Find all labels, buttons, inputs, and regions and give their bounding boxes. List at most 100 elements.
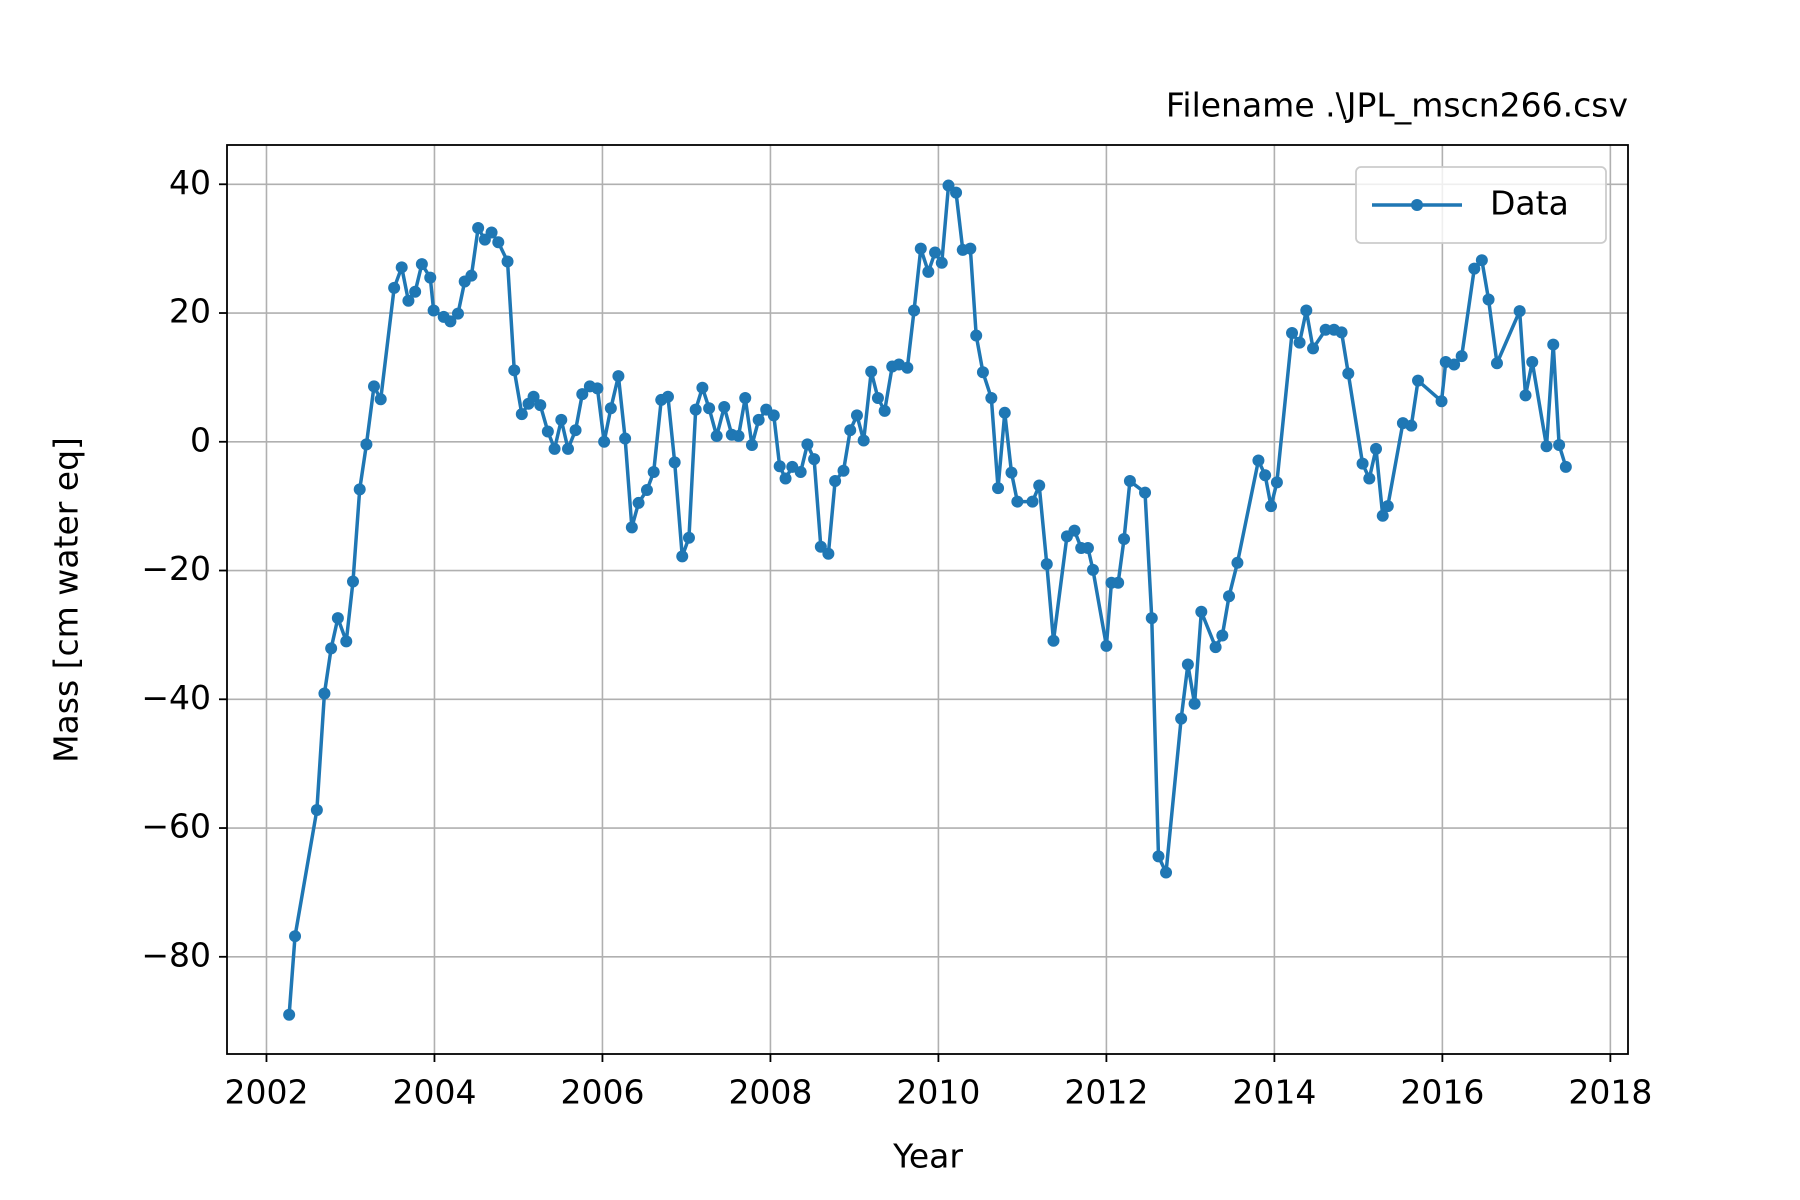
data-point: [1231, 556, 1244, 569]
data-point: [950, 186, 963, 199]
data-point: [1286, 326, 1299, 339]
x-tick-label: 2002: [224, 1073, 308, 1112]
y-tick-label: −80: [141, 935, 211, 974]
data-point: [508, 364, 521, 377]
data-point: [1033, 479, 1046, 492]
data-point: [985, 392, 998, 405]
data-point: [402, 294, 415, 307]
data-point: [1405, 419, 1418, 432]
data-point: [444, 315, 457, 328]
data-point: [325, 642, 338, 655]
data-point: [801, 438, 814, 451]
data-point: [822, 547, 835, 560]
data-point: [992, 482, 1005, 495]
data-point: [492, 236, 505, 249]
data-point: [970, 329, 983, 342]
data-point: [1011, 495, 1024, 508]
y-tick-label: 20: [169, 292, 211, 331]
data-point: [1152, 850, 1165, 863]
legend: Data: [1355, 166, 1607, 244]
data-point: [696, 381, 709, 394]
data-point: [865, 365, 878, 378]
data-point: [289, 930, 302, 943]
data-point: [1086, 563, 1099, 576]
data-point: [1195, 605, 1208, 618]
data-point: [612, 370, 625, 383]
data-point: [388, 281, 401, 294]
data-point: [1160, 866, 1173, 879]
data-point: [1307, 342, 1320, 355]
data-point: [1519, 389, 1532, 402]
data-point: [745, 438, 758, 451]
y-tick-label: −40: [141, 678, 211, 717]
data-point: [501, 255, 514, 268]
data-point: [331, 612, 344, 625]
data-point: [929, 246, 942, 259]
data-point: [1145, 612, 1158, 625]
y-tick-label: −60: [141, 807, 211, 846]
data-point: [703, 402, 716, 415]
data-point: [1468, 262, 1481, 275]
data-point: [1300, 304, 1313, 317]
legend-box: [1355, 166, 1607, 244]
data-point: [942, 179, 955, 192]
data-point: [395, 261, 408, 274]
data-point: [409, 285, 422, 298]
x-tick-label: 2010: [896, 1073, 980, 1112]
data-point: [555, 413, 568, 426]
data-point: [1376, 509, 1389, 522]
data-point: [1475, 254, 1488, 267]
data-point: [632, 496, 645, 509]
data-point: [318, 687, 331, 700]
data-point: [844, 424, 857, 437]
legend-marker: [1411, 199, 1423, 211]
legend-label: Data: [1490, 184, 1569, 223]
data-point: [710, 429, 723, 442]
data-point: [591, 382, 604, 395]
data-point: [1526, 355, 1539, 368]
data-point: [1482, 293, 1495, 306]
data-point: [814, 540, 827, 553]
x-tick-label: 2004: [392, 1073, 476, 1112]
data-point: [829, 475, 842, 488]
x-tick-label: 2018: [1568, 1073, 1652, 1112]
y-tick-label: −20: [141, 549, 211, 588]
data-point: [914, 242, 927, 255]
data-point: [1216, 629, 1229, 642]
chart-title: Filename .\JPL_mscn266.csv: [1166, 86, 1628, 125]
data-point: [1081, 541, 1094, 554]
data-point: [779, 472, 792, 485]
data-point: [1540, 440, 1553, 453]
axes-frame: [226, 144, 1629, 1055]
data-point: [427, 304, 440, 317]
data-point: [527, 390, 540, 403]
data-point: [598, 435, 611, 448]
data-point: [808, 453, 821, 466]
data-point: [752, 413, 765, 426]
data-point: [548, 442, 561, 455]
data-point: [850, 409, 863, 422]
data-point: [682, 531, 695, 544]
data-point: [625, 521, 638, 534]
data-point: [661, 390, 674, 403]
data-point: [1293, 336, 1306, 349]
data-point: [773, 460, 786, 473]
data-point: [668, 456, 681, 469]
data-point: [767, 409, 780, 422]
data-point: [732, 429, 745, 442]
data-point: [908, 304, 921, 317]
x-tick-label: 2006: [560, 1073, 644, 1112]
y-tick-label: 40: [169, 163, 211, 202]
data-point: [676, 550, 689, 563]
data-point: [515, 408, 528, 421]
data-point: [1118, 532, 1131, 545]
data-point: [1559, 460, 1572, 473]
data-point: [1068, 524, 1081, 537]
data-point: [1139, 486, 1152, 499]
data-point: [878, 404, 891, 417]
data-point: [465, 269, 478, 282]
data-point: [1175, 712, 1188, 725]
y-tick-label: 0: [190, 420, 211, 459]
data-point: [472, 222, 485, 235]
